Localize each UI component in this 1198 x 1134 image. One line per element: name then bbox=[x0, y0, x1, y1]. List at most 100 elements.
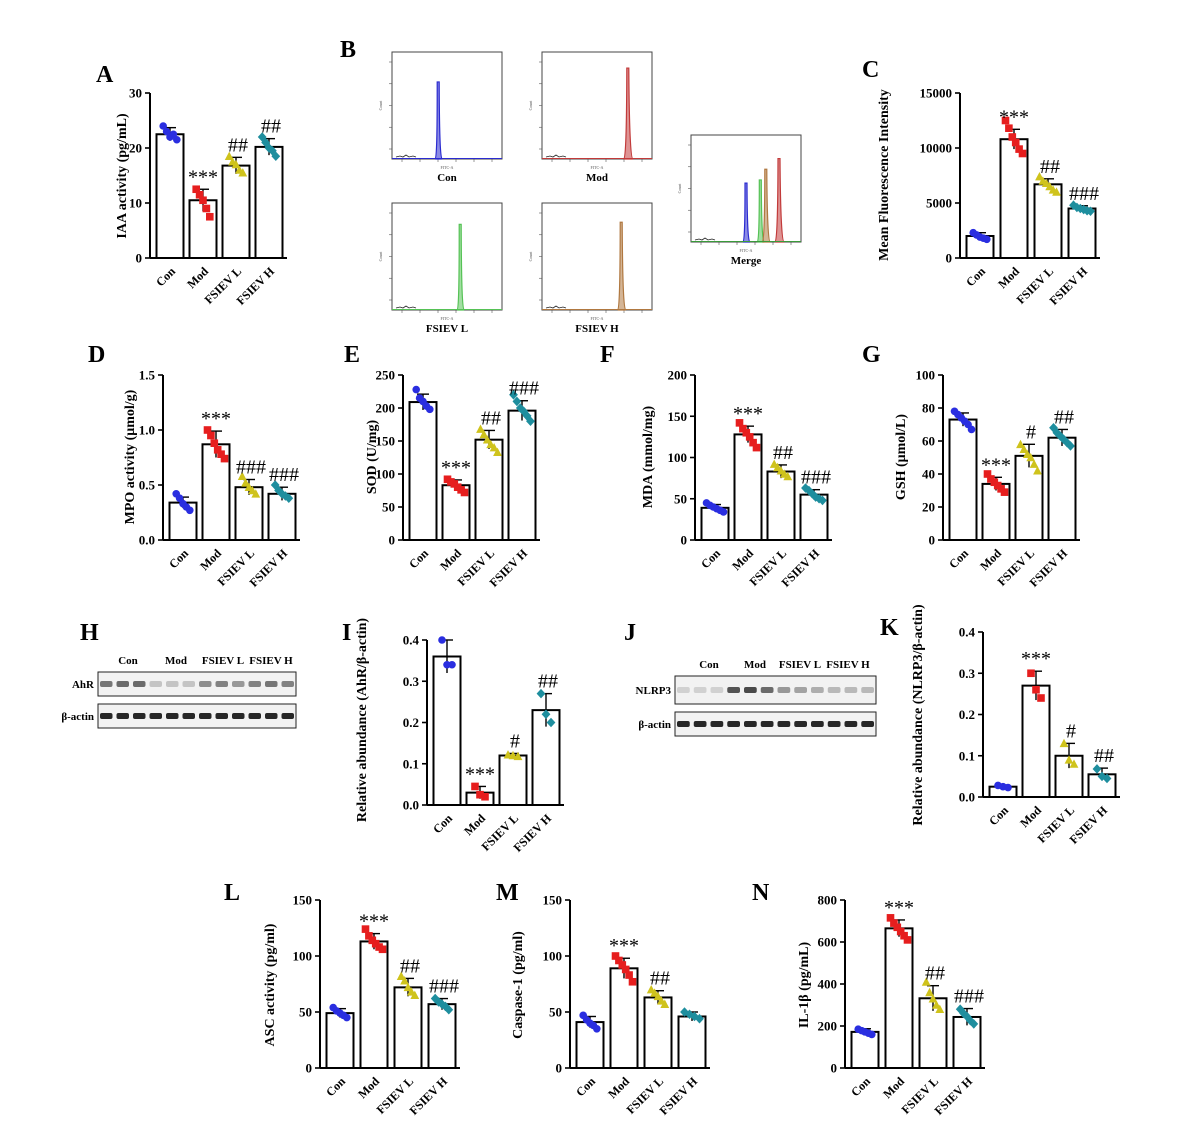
blot-band bbox=[827, 721, 841, 727]
data-point bbox=[932, 1000, 941, 1009]
y-axis-label: MDA (mmol/mg) bbox=[641, 406, 656, 509]
blot-group-label: Mod bbox=[744, 659, 766, 671]
data-point bbox=[1011, 138, 1020, 147]
data-point bbox=[403, 982, 413, 992]
data-point bbox=[238, 168, 248, 177]
blot-band bbox=[215, 713, 228, 719]
flow-title: FSIEV H bbox=[575, 323, 619, 335]
data-point bbox=[695, 1013, 704, 1024]
blot-band bbox=[182, 713, 195, 719]
data-point bbox=[493, 447, 502, 457]
panel-label-K: K bbox=[880, 615, 899, 641]
chart-I: 0.0 0.1 0.2 0.3 0.4 Relative abundance (AhR/β… bbox=[355, 618, 564, 855]
y-tick-label: 80 bbox=[922, 401, 935, 416]
bar-fsiev-l bbox=[643, 996, 673, 1069]
data-point bbox=[173, 135, 181, 144]
bar-fsiev-l bbox=[474, 438, 504, 541]
x-tick-label: Con bbox=[963, 264, 988, 289]
panel-label-I: I bbox=[342, 620, 351, 646]
panel-label-B: B bbox=[340, 37, 356, 63]
significance-mark: ## bbox=[261, 116, 281, 138]
data-point bbox=[653, 991, 663, 1001]
y-axis-label: IL-1β (pg/mL) bbox=[797, 942, 812, 1029]
data-point bbox=[1037, 694, 1045, 702]
data-point bbox=[925, 987, 934, 997]
significance-mark: ### bbox=[1069, 183, 1099, 205]
y-tick-label: 150 bbox=[668, 409, 688, 424]
y-axis-label: Mean Fluorescence Intensity bbox=[877, 89, 892, 261]
x-tick-label: FSIEV H bbox=[407, 1074, 451, 1118]
data-point bbox=[284, 493, 294, 503]
data-point bbox=[900, 931, 908, 940]
data-point bbox=[210, 439, 219, 447]
blot-band bbox=[232, 713, 245, 719]
data-point bbox=[476, 424, 485, 433]
chart-N: 0 200 400 600 800 IL-1β (pg/mL) Con *** Mod ## FSI… bbox=[797, 893, 985, 1118]
y-tick-label: 100 bbox=[916, 368, 936, 383]
significance-mark: ## bbox=[1040, 156, 1060, 178]
blot-group-label: Mod bbox=[165, 655, 187, 667]
significance-mark: ## bbox=[481, 407, 501, 429]
significance-mark: *** bbox=[201, 408, 231, 430]
bar-fsiev-h bbox=[1067, 207, 1097, 259]
significance-mark: *** bbox=[465, 763, 495, 785]
data-point bbox=[983, 470, 992, 478]
data-point bbox=[546, 717, 556, 728]
data-point bbox=[264, 143, 274, 153]
blot-band bbox=[182, 681, 195, 687]
y-tick-label: 0.0 bbox=[959, 790, 975, 805]
data-point bbox=[1072, 202, 1082, 213]
data-point bbox=[742, 428, 751, 437]
data-point bbox=[476, 790, 484, 799]
significance-mark: ## bbox=[1054, 406, 1074, 428]
data-point bbox=[444, 1004, 454, 1015]
blot-band bbox=[166, 713, 179, 719]
data-point bbox=[207, 431, 215, 440]
blot-band bbox=[199, 681, 212, 687]
significance-mark: ## bbox=[773, 442, 793, 464]
data-point bbox=[448, 660, 456, 669]
data-point bbox=[752, 443, 761, 452]
y-tick-label: 0.3 bbox=[959, 666, 976, 681]
x-tick-label: Con bbox=[698, 546, 723, 571]
blot-strip bbox=[674, 675, 877, 705]
data-point bbox=[509, 390, 518, 400]
x-tick-label: Mod bbox=[729, 546, 756, 573]
data-point bbox=[903, 936, 912, 944]
data-point bbox=[1064, 755, 1074, 764]
x-tick-label: Mod bbox=[197, 546, 224, 573]
x-tick-label: Con bbox=[406, 546, 431, 571]
y-tick-label: 200 bbox=[818, 1019, 838, 1034]
blot-band bbox=[811, 721, 824, 727]
chart-L: 0 50 100 150 ASC activity (pg/ml) Con *** Mod ##… bbox=[263, 893, 460, 1118]
x-tick-label: FSIEV H bbox=[932, 1074, 976, 1118]
flow-merge: FITC-A Count Merge bbox=[677, 134, 802, 267]
x-tick-label: Mod bbox=[355, 1074, 382, 1101]
flow-x-label: FITC-A bbox=[740, 248, 753, 253]
flow-h: FITC-A Count FSIEV H bbox=[528, 202, 653, 335]
blot-band bbox=[727, 687, 740, 693]
data-point bbox=[621, 965, 630, 974]
y-tick-label: 50 bbox=[674, 491, 687, 506]
significance-mark: # bbox=[1066, 720, 1076, 742]
data-point bbox=[611, 952, 620, 960]
y-tick-label: 0 bbox=[306, 1061, 313, 1076]
data-point bbox=[1032, 685, 1040, 694]
bar-fsiev-l bbox=[1033, 183, 1063, 259]
data-point bbox=[1019, 444, 1029, 454]
data-point bbox=[271, 151, 281, 162]
data-point bbox=[1059, 434, 1069, 445]
bar-fsiev-h bbox=[254, 145, 284, 259]
y-axis-label: IAA activity (pg/mL) bbox=[115, 113, 130, 239]
y-tick-label: 0 bbox=[556, 1061, 563, 1076]
blot-band bbox=[166, 681, 179, 687]
x-tick-label: Mod bbox=[880, 1074, 907, 1101]
y-tick-label: 50 bbox=[549, 1005, 562, 1020]
blot-strip bbox=[674, 711, 877, 737]
significance-mark: ### bbox=[236, 457, 266, 479]
y-tick-label: 0.0 bbox=[403, 798, 419, 813]
bar-con bbox=[325, 1012, 355, 1069]
y-tick-label: 0.4 bbox=[959, 625, 976, 640]
